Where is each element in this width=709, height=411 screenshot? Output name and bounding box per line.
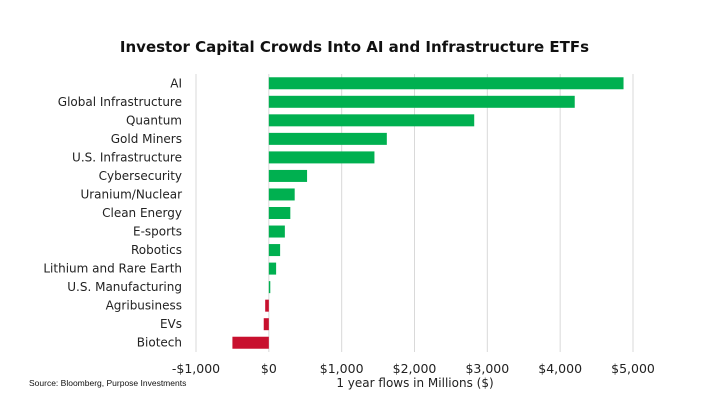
bar [268, 77, 624, 90]
x-tick-label: $1,000 [320, 361, 364, 376]
x-tick-label: $3,000 [465, 361, 509, 376]
bar [265, 299, 269, 312]
category-label: U.S. Manufacturing [67, 280, 182, 294]
bar [268, 132, 387, 145]
bar [268, 114, 475, 127]
bar [268, 225, 285, 238]
category-label: Gold Miners [111, 132, 182, 146]
bar [268, 188, 295, 201]
chart-title: Investor Capital Crowds Into AI and Infr… [119, 38, 590, 56]
bar [263, 318, 269, 331]
bar [232, 336, 269, 349]
bar [268, 281, 271, 294]
bar [268, 244, 281, 257]
x-axis-label: 1 year flows in Millions ($) [336, 376, 493, 390]
category-label: Agribusiness [106, 299, 182, 313]
x-tick-label: $2,000 [393, 361, 437, 376]
category-label: Clean Energy [102, 206, 182, 220]
category-label: E-sports [133, 225, 182, 239]
x-tick-label: -$1,000 [172, 361, 220, 376]
category-label: AI [170, 76, 182, 90]
bar [268, 169, 308, 182]
bar [268, 262, 277, 275]
category-label: Robotics [131, 243, 182, 257]
category-label: Lithium and Rare Earth [43, 262, 182, 276]
bar [268, 95, 575, 108]
category-label: Quantum [126, 113, 182, 127]
category-label: U.S. Infrastructure [72, 150, 182, 164]
bar [268, 207, 291, 219]
x-tick-label: $0 [261, 361, 277, 376]
category-label: Global Infrastructure [58, 95, 182, 109]
category-label: EVs [160, 317, 182, 331]
category-label: Biotech [137, 336, 182, 350]
category-label: Cybersecurity [99, 169, 182, 183]
x-tick-label: $4,000 [538, 361, 582, 376]
source-note: Source: Bloomberg, Purpose Investments [29, 378, 187, 388]
bar [268, 151, 375, 164]
category-label: Uranium/Nuclear [80, 187, 182, 201]
x-tick-label: $5,000 [611, 361, 655, 376]
